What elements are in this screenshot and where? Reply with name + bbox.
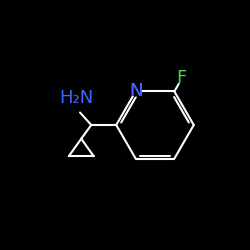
Text: H₂N: H₂N	[59, 89, 94, 107]
Text: F: F	[177, 70, 187, 87]
Text: N: N	[129, 82, 142, 100]
Circle shape	[131, 87, 140, 96]
Text: N: N	[129, 82, 142, 100]
